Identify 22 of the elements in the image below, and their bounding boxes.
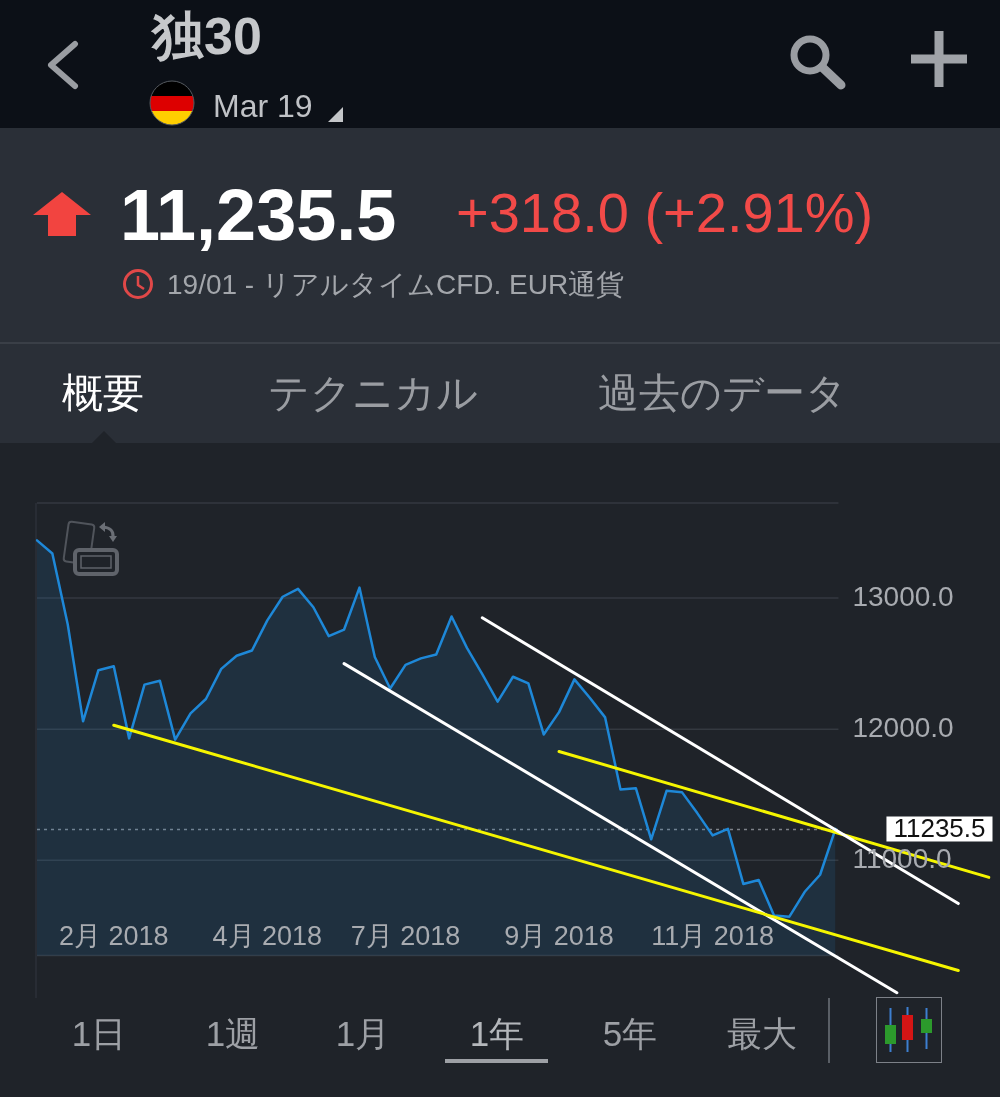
- x-tick-label: 11月 2018: [651, 920, 774, 951]
- text: 1年: [469, 1013, 525, 1055]
- y-tick-label: 13000.0: [852, 580, 954, 612]
- text: +318.0 (+2.91%): [456, 180, 874, 246]
- text: 過去のデータ: [598, 369, 847, 418]
- x-tick-label: 4月 2018: [212, 920, 323, 951]
- ref-line-label: 11235.5: [893, 812, 986, 843]
- x-tick-label: 9月 2018: [504, 920, 614, 951]
- text: 5年: [602, 1013, 658, 1055]
- chart-title: 独30: [152, 6, 262, 67]
- y-tick-label: 12000.0: [852, 711, 954, 743]
- chart-subtitle: Mar 19: [213, 87, 313, 126]
- text: 最大: [727, 1013, 797, 1055]
- text: 概要: [62, 369, 144, 418]
- text: 1日: [71, 1013, 127, 1055]
- text: テクニカル: [268, 369, 478, 418]
- x-tick-label: 2月 2018: [58, 920, 169, 951]
- x-tick-label: 7月 2018: [350, 920, 461, 951]
- text: 19/01 - リアルタイムCFD. EUR通貨: [167, 268, 625, 302]
- text: 1月: [335, 1013, 391, 1055]
- text: 1週: [205, 1013, 261, 1055]
- text: 11,235.5: [120, 174, 397, 257]
